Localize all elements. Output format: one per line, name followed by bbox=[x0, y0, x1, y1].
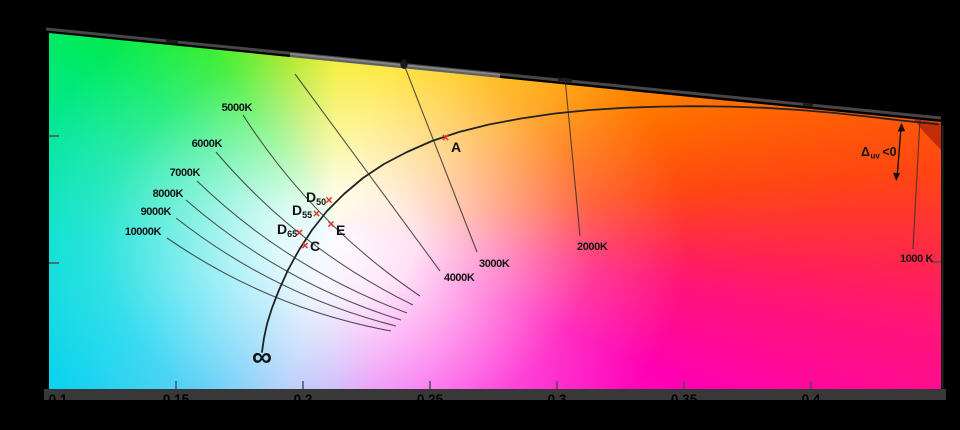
bottom-blur-band bbox=[44, 389, 946, 400]
infinity-symbol: ∞ bbox=[252, 341, 272, 372]
isotherm-label-10000k: 10000K bbox=[125, 226, 162, 238]
isotherm-label-2000k: 2000K bbox=[577, 241, 608, 253]
isotherm-line-5000k bbox=[242, 114, 421, 297]
top-edge-halo bbox=[45, 27, 942, 120]
isotherm-line-1000k bbox=[912, 118, 921, 250]
illuminant-e-marker bbox=[327, 220, 335, 228]
duv-arrow-head-up bbox=[897, 123, 906, 132]
isotherm-line-10000k bbox=[166, 237, 392, 332]
duv-annotation: Δuv <0 bbox=[861, 145, 897, 161]
bottom-crop-bar bbox=[0, 400, 960, 430]
illuminant-a-label: A bbox=[451, 139, 461, 155]
duv-arrow-head-down bbox=[893, 172, 901, 181]
illuminant-d55-marker bbox=[313, 210, 320, 217]
spectral-edge-tick bbox=[802, 103, 814, 107]
isotherm-label-3000k: 3000K bbox=[479, 258, 510, 270]
isotherm-label-1000k: 1000 K bbox=[900, 253, 934, 265]
illuminant-d55-label: D55 bbox=[292, 202, 312, 220]
planckian-locus-curve bbox=[261, 105, 939, 353]
illuminant-d50-label: D50 bbox=[306, 189, 326, 207]
duv-arrow-shaft bbox=[896, 128, 902, 176]
isotherm-label-5000k: 5000K bbox=[222, 102, 253, 114]
red-corner-patch bbox=[914, 119, 941, 150]
isotherm-label-9000k: 9000K bbox=[141, 206, 172, 218]
illuminant-d65-marker bbox=[296, 229, 303, 236]
isotherm-label-7000k: 7000K bbox=[170, 167, 201, 179]
isotherm-line-9000k bbox=[175, 217, 397, 327]
isotherm-line-6000k bbox=[215, 151, 414, 306]
isotherm-label-4000k: 4000K bbox=[444, 272, 475, 284]
illuminant-c-label: C bbox=[310, 238, 320, 254]
illuminant-d50-marker bbox=[325, 196, 333, 204]
illuminant-e-label: E bbox=[336, 222, 345, 238]
isotherm-line-2000k bbox=[564, 77, 581, 237]
illuminant-d65-label: D65 bbox=[277, 221, 297, 239]
isotherm-line-4000k bbox=[294, 73, 441, 272]
spectral-edge-tick bbox=[165, 39, 179, 44]
isotherm-label-8000k: 8000K bbox=[153, 188, 184, 200]
isotherm-label-6000k: 6000K bbox=[192, 138, 223, 150]
illuminant-c-marker bbox=[301, 242, 309, 249]
top-edge-halo-bright bbox=[289, 52, 501, 79]
isotherm-line-3000k bbox=[402, 61, 478, 253]
